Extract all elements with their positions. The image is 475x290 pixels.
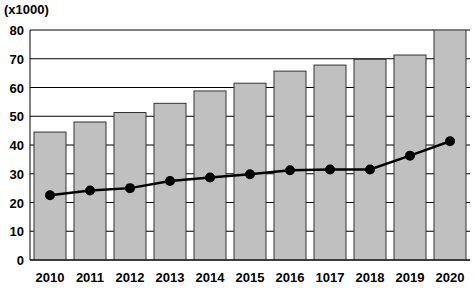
line bbox=[50, 141, 450, 195]
line-marker bbox=[205, 172, 215, 182]
line-marker bbox=[85, 185, 95, 195]
x-tick-label: 2019 bbox=[396, 270, 425, 285]
bar bbox=[354, 59, 386, 260]
x-tick-label: 2010 bbox=[36, 270, 65, 285]
line-marker bbox=[245, 169, 255, 179]
grid-line bbox=[30, 30, 470, 31]
chart-container: 0 10 20 30 40 50 60 70 80 (x1000) 2010 2011 2012 2013… bbox=[0, 0, 475, 290]
bar bbox=[314, 65, 346, 260]
bar bbox=[274, 71, 306, 260]
bar bbox=[394, 55, 426, 260]
line-marker bbox=[365, 164, 375, 174]
line-marker bbox=[45, 190, 55, 200]
chart-svg: 0 10 20 30 40 50 60 70 80 (x1000) 2010 2011 2012 2013… bbox=[0, 0, 475, 290]
grid-line bbox=[30, 260, 470, 261]
line-marker bbox=[405, 151, 415, 161]
bar bbox=[154, 103, 186, 260]
x-tick-label: 2016 bbox=[276, 270, 305, 285]
plot-area bbox=[34, 30, 466, 260]
x-tick-label: 2014 bbox=[196, 270, 226, 285]
y-tick-label: 80 bbox=[10, 23, 24, 38]
line-marker bbox=[165, 176, 175, 186]
y-tick-label: 40 bbox=[10, 138, 24, 153]
bar bbox=[234, 83, 266, 260]
x-tick-label: 2013 bbox=[156, 270, 185, 285]
y-tick-label: 50 bbox=[10, 109, 24, 124]
line-marker bbox=[325, 164, 335, 174]
x-tick-label: 1017 bbox=[316, 270, 345, 285]
x-axis-line bbox=[30, 260, 470, 261]
line-marker bbox=[285, 165, 295, 175]
y-tick-label: 70 bbox=[10, 52, 24, 67]
y-tick-label: 20 bbox=[10, 196, 24, 211]
x-tick-label: 2020 bbox=[436, 270, 465, 285]
y-tick-label: 10 bbox=[10, 224, 24, 239]
x-tick-label: 2018 bbox=[356, 270, 385, 285]
y-tick-label: 60 bbox=[10, 81, 24, 96]
bar bbox=[34, 132, 66, 260]
x-tick-label: 2015 bbox=[236, 270, 265, 285]
y-tick-label: 0 bbox=[17, 253, 24, 268]
y-axis-label: (x1000) bbox=[4, 2, 49, 17]
x-tick-label: 2012 bbox=[116, 270, 145, 285]
line-marker bbox=[125, 183, 135, 193]
line-marker bbox=[445, 136, 455, 146]
y-axis-line bbox=[30, 30, 31, 260]
x-tick-label: 2011 bbox=[76, 270, 104, 285]
y-tick-label: 30 bbox=[10, 167, 24, 182]
